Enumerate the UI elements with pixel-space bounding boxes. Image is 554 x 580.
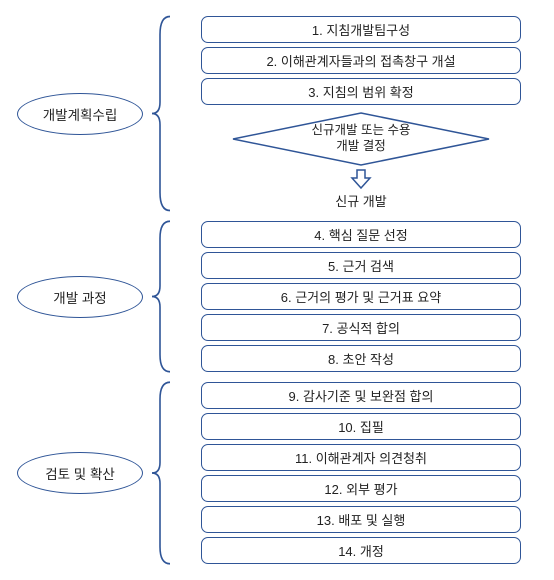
step-text: 6. 근거의 평가 및 근거표 요약 bbox=[281, 290, 441, 305]
decision-node: 신규개발 또는 수용 개발 결정 bbox=[231, 111, 491, 167]
step-text: 9. 감사기준 및 보완점 합의 bbox=[289, 389, 434, 404]
step-text: 5. 근거 검색 bbox=[328, 259, 394, 274]
phase-steps-1: 1. 지침개발팀구성 2. 이해관계자들과의 접촉창구 개설 3. 지침의 범위… bbox=[172, 12, 544, 215]
bracket-3 bbox=[150, 378, 172, 568]
phase-steps-2: 4. 핵심 질문 선정 5. 근거 검색 6. 근거의 평가 및 근거표 요약 … bbox=[172, 217, 544, 376]
phase-left-2: 개발 과정 bbox=[10, 217, 150, 376]
step-box: 4. 핵심 질문 선정 bbox=[201, 221, 521, 248]
phase-oval-2: 개발 과정 bbox=[17, 276, 143, 318]
step-text: 1. 지침개발팀구성 bbox=[312, 23, 410, 38]
phase-section-1: 개발계획수립 1. 지침개발팀구성 2. 이해관계자들과의 접촉창구 개설 3.… bbox=[10, 12, 544, 215]
step-text: 3. 지침의 범위 확정 bbox=[308, 85, 413, 100]
step-box: 2. 이해관계자들과의 접촉창구 개설 bbox=[201, 47, 521, 74]
down-arrow-icon bbox=[350, 169, 372, 189]
bracket-icon bbox=[150, 378, 172, 568]
bracket-icon bbox=[150, 217, 172, 376]
phase-section-3: 검토 및 확산 9. 감사기준 및 보완점 합의 10. 집필 11. 이해관계… bbox=[10, 378, 544, 568]
step-box: 3. 지침의 범위 확정 bbox=[201, 78, 521, 105]
step-text: 14. 개정 bbox=[338, 544, 384, 559]
step-text: 10. 집필 bbox=[338, 420, 384, 435]
step-text: 13. 배포 및 실행 bbox=[317, 513, 406, 528]
step-box: 7. 공식적 합의 bbox=[201, 314, 521, 341]
bracket-1 bbox=[150, 12, 172, 215]
decision-out-label: 신규 개발 bbox=[335, 191, 386, 210]
phase-label: 검토 및 확산 bbox=[45, 467, 115, 482]
step-text: 8. 초안 작성 bbox=[328, 352, 394, 367]
phase-oval-1: 개발계획수립 bbox=[17, 93, 143, 135]
step-text: 7. 공식적 합의 bbox=[322, 321, 400, 336]
step-text: 2. 이해관계자들과의 접촉창구 개설 bbox=[266, 54, 455, 69]
phase-left-1: 개발계획수립 bbox=[10, 12, 150, 215]
step-box: 1. 지침개발팀구성 bbox=[201, 16, 521, 43]
step-box: 14. 개정 bbox=[201, 537, 521, 564]
phase-oval-3: 검토 및 확산 bbox=[17, 452, 143, 494]
bracket-2 bbox=[150, 217, 172, 376]
step-text: 11. 이해관계자 의견청취 bbox=[295, 451, 427, 466]
bracket-icon bbox=[150, 12, 172, 215]
decision-text: 신규개발 또는 수용 개발 결정 bbox=[231, 111, 491, 167]
decision-out-text: 신규 개발 bbox=[335, 194, 386, 209]
step-box: 12. 외부 평가 bbox=[201, 475, 521, 502]
step-text: 12. 외부 평가 bbox=[324, 482, 397, 497]
phase-label: 개발 과정 bbox=[53, 291, 106, 306]
decision-line2: 개발 결정 bbox=[336, 139, 385, 155]
step-box: 6. 근거의 평가 및 근거표 요약 bbox=[201, 283, 521, 310]
phase-left-3: 검토 및 확산 bbox=[10, 378, 150, 568]
step-text: 4. 핵심 질문 선정 bbox=[314, 228, 407, 243]
decision-line1: 신규개발 또는 수용 bbox=[312, 123, 411, 139]
flowchart-root: 개발계획수립 1. 지침개발팀구성 2. 이해관계자들과의 접촉창구 개설 3.… bbox=[10, 12, 544, 568]
step-box: 13. 배포 및 실행 bbox=[201, 506, 521, 533]
step-box: 11. 이해관계자 의견청취 bbox=[201, 444, 521, 471]
step-box: 8. 초안 작성 bbox=[201, 345, 521, 372]
phase-section-2: 개발 과정 4. 핵심 질문 선정 5. 근거 검색 6. 근거의 평가 및 근… bbox=[10, 217, 544, 376]
step-box: 9. 감사기준 및 보완점 합의 bbox=[201, 382, 521, 409]
phase-steps-3: 9. 감사기준 및 보완점 합의 10. 집필 11. 이해관계자 의견청취 1… bbox=[172, 378, 544, 568]
step-box: 5. 근거 검색 bbox=[201, 252, 521, 279]
phase-label: 개발계획수립 bbox=[43, 108, 118, 123]
step-box: 10. 집필 bbox=[201, 413, 521, 440]
